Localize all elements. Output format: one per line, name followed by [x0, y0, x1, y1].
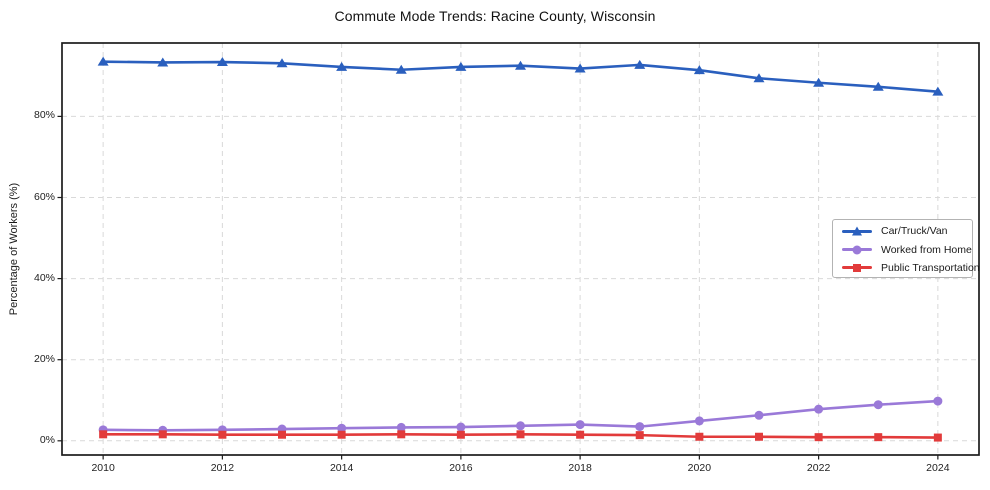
- data-point-marker-car-truck-van: [813, 77, 825, 87]
- data-point-marker-public-transportation: [99, 430, 108, 439]
- data-point-marker-car-truck-van: [753, 73, 765, 83]
- x-tick-label: 2016: [449, 462, 473, 474]
- data-point-marker-public-transportation: [397, 430, 406, 439]
- data-point-marker-car-truck-van: [693, 65, 705, 75]
- legend-item-public-transportation: Public Transportation: [842, 259, 980, 277]
- y-tick-label: 20%: [33, 352, 55, 365]
- data-point-marker-car-truck-van: [216, 57, 228, 67]
- data-point-marker-public-transportation: [337, 430, 346, 439]
- data-point-marker-public-transportation: [456, 430, 465, 439]
- y-tick-label: 60%: [33, 190, 55, 203]
- triangle-marker-icon: [852, 226, 862, 236]
- data-point-marker-car-truck-van: [515, 60, 526, 70]
- data-point-marker-worked-from-home: [337, 423, 347, 433]
- y-tick-label: 80%: [33, 109, 55, 122]
- data-point-marker-public-transportation: [754, 432, 763, 441]
- data-point-marker-worked-from-home: [754, 410, 764, 420]
- data-point-marker-public-transportation: [158, 430, 167, 439]
- legend: Car/Truck/Van Worked from Home Public Tran…: [832, 219, 980, 278]
- legend-swatch-line: [842, 245, 872, 254]
- data-point-marker-public-transportation: [576, 430, 585, 439]
- x-tick-label: 2014: [329, 462, 354, 474]
- data-point-marker-public-transportation: [874, 433, 883, 442]
- legend-item-worked-from-home: Worked from Home: [842, 241, 972, 259]
- data-point-marker-car-truck-van: [455, 61, 467, 71]
- x-tick-label: 2022: [806, 462, 831, 474]
- data-point-marker-car-truck-van: [395, 64, 407, 74]
- data-point-marker-public-transportation: [814, 433, 823, 442]
- y-tick-label: 0%: [39, 433, 55, 446]
- data-point-marker-car-truck-van: [157, 57, 169, 67]
- data-point-marker-public-transportation: [516, 430, 525, 439]
- data-point-marker-car-truck-van: [574, 63, 586, 73]
- data-point-marker-worked-from-home: [456, 422, 466, 432]
- data-point-marker-worked-from-home: [635, 422, 645, 432]
- data-point-marker-worked-from-home: [396, 422, 406, 432]
- data-point-marker-car-truck-van: [97, 56, 109, 66]
- legend-swatch-line: [842, 263, 872, 272]
- data-point-marker-car-truck-van: [634, 59, 646, 69]
- x-tick-label: 2018: [568, 462, 592, 474]
- plot-frame: [61, 42, 980, 456]
- square-marker-icon: [853, 263, 861, 272]
- data-point-marker-car-truck-van: [932, 86, 944, 96]
- data-point-marker-car-truck-van: [872, 81, 884, 91]
- data-point-marker-car-truck-van: [276, 58, 288, 68]
- x-tick-label: 2010: [91, 462, 115, 474]
- data-point-marker-public-transportation: [635, 431, 644, 440]
- y-tick-label: 40%: [33, 271, 55, 284]
- data-point-marker-public-transportation: [278, 430, 287, 439]
- x-tick-label: 2020: [687, 462, 712, 474]
- x-tick-label: 2024: [926, 462, 950, 474]
- data-point-marker-public-transportation: [695, 432, 704, 441]
- data-point-marker-public-transportation: [218, 430, 227, 439]
- chart-title: Commute Mode Trends: Racine County, Wisc…: [334, 8, 656, 24]
- legend-swatch-line: [842, 226, 872, 236]
- legend-label: Worked from Home: [881, 243, 972, 256]
- x-tick-label: 2012: [210, 462, 235, 474]
- data-point-marker-worked-from-home: [516, 421, 525, 431]
- data-point-marker-worked-from-home: [814, 404, 824, 414]
- data-point-marker-public-transportation: [933, 433, 942, 442]
- data-point-marker-worked-from-home: [575, 420, 585, 430]
- legend-label: Car/Truck/Van: [881, 225, 948, 238]
- legend-label: Public Transportation: [881, 261, 980, 274]
- data-point-marker-car-truck-van: [336, 61, 348, 71]
- data-point-marker-worked-from-home: [694, 416, 704, 426]
- data-point-marker-worked-from-home: [933, 396, 943, 406]
- data-point-marker-worked-from-home: [873, 400, 883, 410]
- legend-item-car-truck-van: Car/Truck/Van: [842, 222, 972, 240]
- circle-marker-icon: [852, 245, 862, 254]
